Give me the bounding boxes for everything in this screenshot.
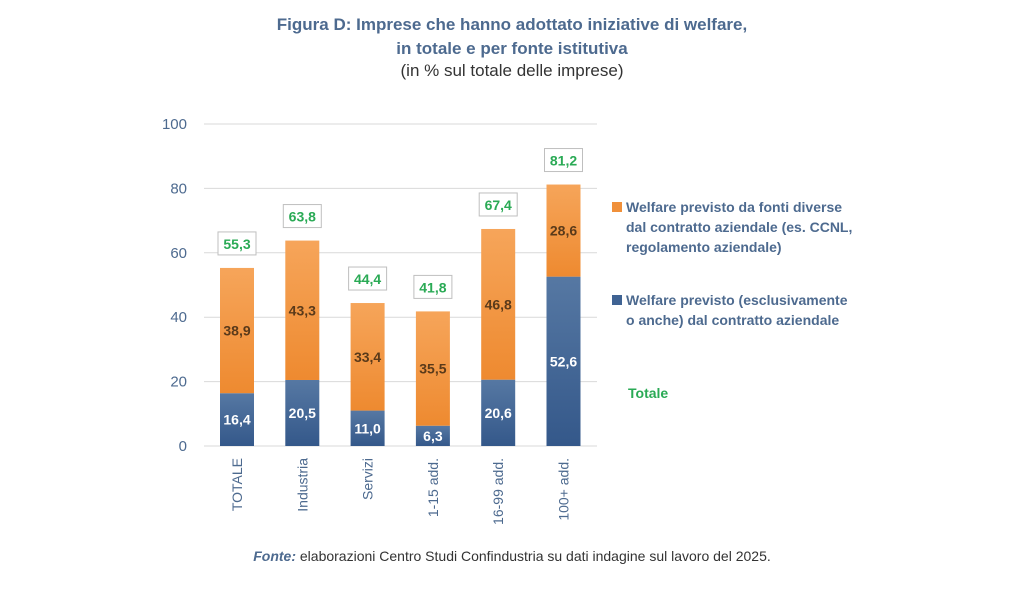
- bar-segment-company-contract: [546, 276, 581, 446]
- total-label: 44,4: [354, 271, 381, 287]
- y-tick-label: 0: [179, 438, 187, 455]
- bar-segment-company-contract: [220, 393, 254, 446]
- bar-segment-other-sources: [220, 267, 254, 394]
- source-note: Fonte: elaborazioni Centro Studi Confind…: [0, 548, 1024, 564]
- chart-title-line2: in totale e per fonte istitutiva: [396, 39, 628, 58]
- total-label: 81,2: [550, 153, 577, 169]
- legend-swatch-blue: [612, 295, 622, 305]
- total-label-box: [282, 204, 322, 229]
- legend-item-company-contract: Welfare previsto (esclusivamente o anche…: [612, 290, 848, 330]
- data-label-company-contract: 16,4: [223, 412, 250, 428]
- bar-segment-other-sources: [481, 228, 516, 380]
- total-label: 55,3: [223, 236, 250, 252]
- total-label-box: [544, 148, 583, 173]
- source-text: elaborazioni Centro Studi Confindustria …: [296, 548, 771, 564]
- y-tick-label: 60: [170, 245, 187, 262]
- x-category-label: 100+ add.: [556, 458, 572, 521]
- legend-item-total: Totale: [628, 385, 669, 401]
- data-label-company-contract: 6,3: [423, 428, 443, 444]
- y-tick-label: 20: [170, 374, 187, 391]
- data-label-company-contract: 20,6: [485, 405, 512, 421]
- total-label-box: [478, 192, 518, 217]
- legend-label-line: Welfare previsto da fonti diverse: [626, 199, 843, 215]
- data-label-company-contract: 20,5: [289, 405, 316, 421]
- data-label-other-sources: 28,6: [550, 223, 577, 239]
- legend-item-other-sources: Welfare previsto da fonti diverse dal co…: [612, 197, 852, 257]
- source-prefix: Fonte:: [253, 548, 296, 564]
- data-label-other-sources: 35,5: [419, 361, 446, 377]
- total-label-box: [217, 231, 257, 256]
- bar-segment-company-contract: [415, 425, 450, 446]
- total-label: 67,4: [485, 197, 512, 213]
- x-category-label: 16-99 add.: [490, 458, 506, 525]
- legend-label-line: o anche) dal contratto aziendale: [626, 312, 840, 328]
- data-label-company-contract: 52,6: [550, 353, 577, 369]
- legend-label-line: Welfare previsto (esclusivamente: [626, 292, 848, 308]
- legend-label-line: dal contratto aziendale (es. CCNL,: [626, 219, 853, 235]
- total-label: 41,8: [419, 279, 446, 295]
- x-category-label: TOTALE: [229, 458, 245, 511]
- y-tick-label: 40: [170, 309, 187, 326]
- bar-segment-company-contract: [481, 379, 516, 446]
- x-category-label: Industria: [294, 458, 310, 512]
- total-label: 63,8: [289, 209, 316, 225]
- x-category-label: 1-15 add.: [425, 458, 441, 517]
- bar-segment-other-sources: [546, 184, 581, 277]
- data-label-other-sources: 43,3: [289, 302, 316, 318]
- legend-swatch-orange: [612, 202, 622, 212]
- total-label-box: [413, 274, 453, 299]
- x-category-label: Servizi: [360, 458, 376, 500]
- chart-title-line1: Figura D: Imprese che hanno adottato ini…: [276, 15, 748, 34]
- data-label-other-sources: 33,4: [354, 349, 381, 365]
- y-tick-label: 100: [162, 116, 187, 133]
- data-label-other-sources: 46,8: [485, 296, 512, 312]
- bar-segment-other-sources: [350, 303, 385, 411]
- chart-subtitle: (in % sul totale delle imprese): [400, 61, 624, 80]
- bar-segment-other-sources: [285, 240, 320, 380]
- data-label-company-contract: 11,0: [354, 420, 381, 436]
- total-label-box: [348, 266, 388, 291]
- data-label-other-sources: 38,9: [223, 323, 250, 339]
- y-tick-label: 80: [170, 180, 187, 197]
- bar-segment-company-contract: [350, 410, 385, 446]
- bar-segment-company-contract: [285, 379, 320, 446]
- bar-segment-other-sources: [415, 311, 450, 426]
- legend-label-line: regolamento aziendale): [626, 239, 782, 255]
